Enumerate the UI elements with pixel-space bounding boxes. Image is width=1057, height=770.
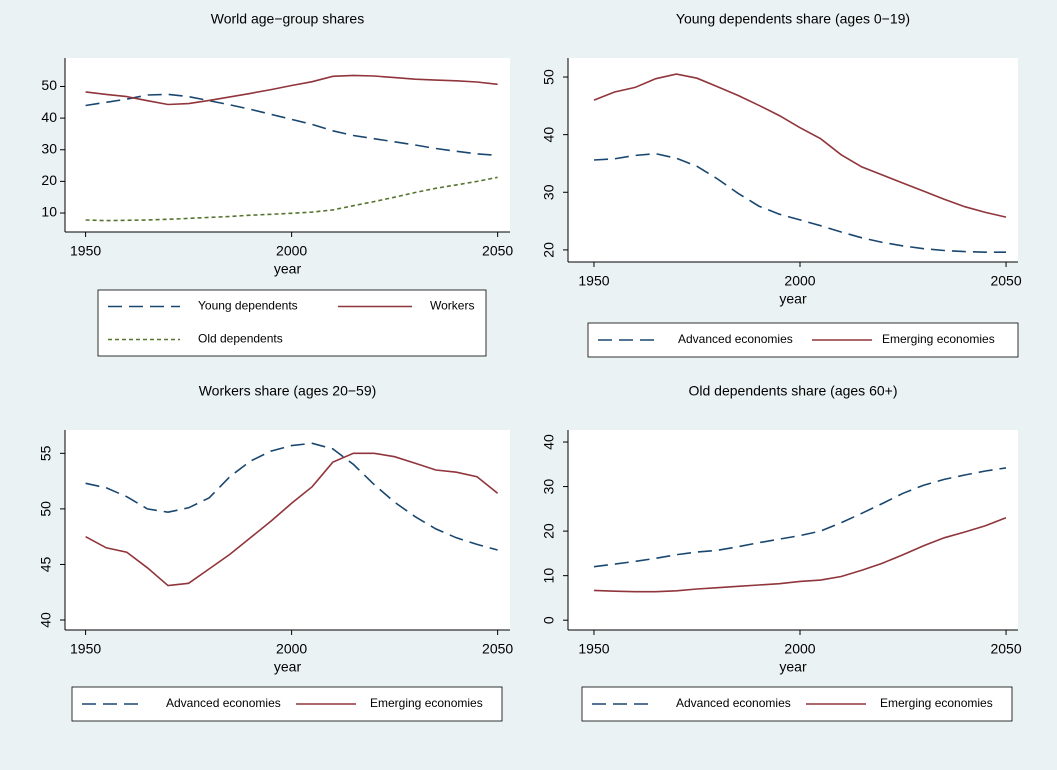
series-line xyxy=(85,442,498,551)
y-tick-label: 0 xyxy=(541,616,557,624)
series-line xyxy=(85,93,498,157)
legend-label: Advanced economies xyxy=(676,696,791,710)
plot-area xyxy=(568,58,1018,262)
series-line xyxy=(593,467,1007,568)
legend-box xyxy=(71,686,503,722)
legend-label: Old dependents xyxy=(198,332,283,346)
y-tick-label: 30 xyxy=(41,140,57,156)
y-tick-label: 40 xyxy=(38,612,54,628)
legend-box xyxy=(581,686,1013,722)
x-tick-label: 2050 xyxy=(990,641,1021,657)
series-line xyxy=(85,74,498,106)
chart-title: Young dependents share (ages 0−19) xyxy=(676,11,910,27)
legend-label: Advanced economies xyxy=(678,332,793,346)
x-axis-title: year xyxy=(779,291,807,307)
chart-title: World age−group shares xyxy=(211,11,364,27)
plot-area xyxy=(65,430,510,630)
x-tick-label: 2000 xyxy=(276,641,307,657)
x-tick-label: 2050 xyxy=(482,243,513,259)
y-tick-label: 50 xyxy=(541,69,557,85)
y-tick-label: 30 xyxy=(541,479,557,495)
x-tick-label: 2000 xyxy=(784,273,815,289)
legend-label: Emerging economies xyxy=(370,696,483,710)
y-tick-label: 40 xyxy=(541,434,557,450)
y-tick-label: 40 xyxy=(41,109,57,125)
legend-box xyxy=(587,322,1019,358)
x-axis-title: year xyxy=(779,659,807,675)
x-tick-label: 1950 xyxy=(70,243,101,259)
y-tick-label: 50 xyxy=(41,77,57,93)
series-line xyxy=(85,176,498,222)
x-tick-label: 2000 xyxy=(784,641,815,657)
legend-label: Advanced economies xyxy=(166,696,281,710)
x-tick-label: 2000 xyxy=(276,243,307,259)
x-tick-label: 2050 xyxy=(482,641,513,657)
series-line xyxy=(85,452,499,587)
x-axis-title: year xyxy=(274,261,302,277)
y-tick-label: 20 xyxy=(41,172,57,188)
x-tick-label: 1950 xyxy=(70,641,101,657)
y-tick-label: 10 xyxy=(41,204,57,220)
y-tick-label: 20 xyxy=(541,523,557,539)
series-line xyxy=(593,152,1006,253)
y-tick-label: 40 xyxy=(541,127,557,143)
x-tick-label: 1950 xyxy=(578,273,609,289)
y-tick-label: 45 xyxy=(38,556,54,572)
series-line xyxy=(593,517,1007,593)
y-tick-label: 20 xyxy=(541,242,557,258)
chart-title: Old dependents share (ages 60+) xyxy=(689,383,898,399)
plot-area xyxy=(568,430,1018,630)
legend-label: Young dependents xyxy=(198,299,298,313)
chart-title: Workers share (ages 20−59) xyxy=(199,383,377,399)
y-tick-label: 55 xyxy=(38,445,54,461)
y-tick-label: 50 xyxy=(38,501,54,517)
legend-box xyxy=(97,289,487,357)
legend-label: Workers xyxy=(430,299,474,313)
plot-area xyxy=(65,58,510,232)
x-tick-label: 2050 xyxy=(990,273,1021,289)
legend-label: Emerging economies xyxy=(880,696,993,710)
series-line xyxy=(593,73,1007,218)
x-tick-label: 1950 xyxy=(578,641,609,657)
legend-label: Emerging economies xyxy=(882,332,995,346)
x-axis-title: year xyxy=(274,659,302,675)
y-tick-label: 10 xyxy=(541,568,557,584)
y-tick-label: 30 xyxy=(541,184,557,200)
